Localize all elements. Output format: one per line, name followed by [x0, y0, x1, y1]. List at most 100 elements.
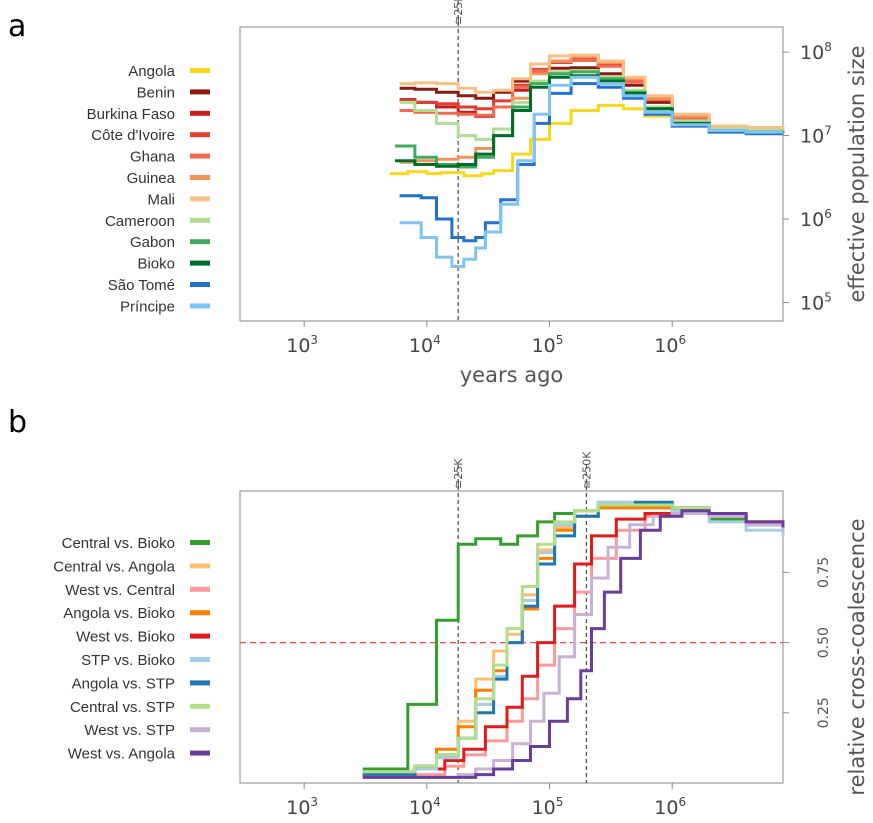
legend-label-sao-tome: São Tomé: [108, 277, 175, 294]
x-tick-label: 103: [286, 795, 318, 819]
legend-label-guinea: Guinea: [127, 170, 176, 187]
series-lines-a: [389, 53, 785, 268]
x-tick-label: 105: [532, 333, 564, 357]
vertical-reference-label: ≅250K: [580, 451, 593, 489]
x-tick-label: 106: [654, 333, 686, 357]
legend-label-cote-d-ivoire: Côte d'Ivoire: [91, 127, 175, 144]
y-tick-base: 10: [800, 292, 824, 314]
vertical-reference-label: ≅25K: [452, 0, 465, 25]
legend-a: Angola Benin Burkina Faso Côte d'Ivoire Ghan…: [87, 63, 210, 315]
y-tick-base: 10: [800, 42, 824, 64]
y-tick-label: 107: [800, 124, 832, 148]
legend-label-west-vs-angola: West vs. Angola: [68, 746, 176, 763]
series-line-gabon: [395, 70, 785, 169]
legend-swatch-stp-vs-bioko: [190, 657, 210, 662]
legend-label-angola-vs-bioko: Angola vs. Bioko: [63, 605, 175, 622]
y-tick-exponent: 5: [824, 290, 832, 304]
x-tick-base: 10: [532, 797, 556, 819]
x-tick-label: 103: [286, 333, 318, 357]
legend-label-burkina-faso: Burkina Faso: [87, 106, 175, 123]
legend-b: Central vs. Bioko Central vs. Angola West …: [53, 535, 210, 763]
legend-swatch-angola: [190, 68, 210, 73]
legend-label-mali: Mali: [147, 191, 175, 208]
legend-swatch-angola-vs-bioko: [190, 610, 210, 616]
y-tick-exponent: 7: [824, 124, 832, 138]
y-axis-title-b: relative cross-coalescence: [845, 518, 869, 795]
legend-swatch-principe: [190, 303, 210, 309]
x-tick-exponent: 3: [310, 795, 318, 809]
x-tick-label: 104: [409, 333, 441, 357]
legend-swatch-west-vs-bioko: [190, 633, 210, 639]
legend-label-angola: Angola: [128, 63, 175, 80]
x-tick-exponent: 6: [678, 795, 686, 809]
legend-swatch-west-vs-central: [190, 586, 210, 592]
legend-swatch-cameroon: [190, 217, 210, 223]
legend-swatch-mali: [190, 196, 210, 202]
y-tick-label: 108: [800, 40, 832, 64]
x-tick-exponent: 5: [556, 795, 564, 809]
legend-label-central-vs-stp: Central vs. STP: [70, 699, 175, 716]
legend-swatch-burkina-faso: [190, 110, 210, 116]
panel-b-label: b: [8, 405, 27, 440]
x-tick-exponent: 3: [310, 333, 318, 347]
y-tick-label: 105: [800, 290, 832, 314]
legend-swatch-west-vs-stp: [190, 727, 210, 733]
vertical-reference-label: ≅25K: [452, 458, 465, 489]
x-tick-base: 10: [409, 797, 433, 819]
x-axis-title-a: years ago: [460, 363, 564, 387]
y-tick-base: 10: [800, 209, 824, 231]
x-tick-exponent: 4: [433, 795, 441, 809]
y-axis-title-a: effective population size: [845, 45, 869, 302]
series-lines-b: [362, 500, 785, 779]
y-tick-exponent: 6: [824, 207, 832, 221]
y-tick-label: 0.50: [816, 627, 832, 658]
plot-frame-a: [239, 26, 784, 322]
x-tick-base: 10: [286, 335, 310, 357]
series-line-central-vs-bioko: [362, 506, 785, 771]
x-tick-base: 10: [286, 797, 310, 819]
legend-swatch-ghana: [190, 153, 210, 159]
legend-label-west-vs-central: West vs. Central: [65, 582, 175, 599]
series-line-angola-vs-stp: [362, 500, 785, 777]
series-line-central-vs-angola: [362, 500, 785, 777]
x-tick-base: 10: [654, 335, 678, 357]
legend-label-stp-vs-bioko: STP vs. Bioko: [81, 652, 175, 669]
legend-label-principe: Príncipe: [120, 298, 175, 315]
series-line-west-vs-central: [362, 512, 785, 779]
legend-label-cameroon: Cameroon: [105, 213, 175, 230]
panel-a-label: a: [8, 9, 26, 44]
legend-swatch-central-vs-stp: [190, 703, 210, 709]
legend-label-bioko: Bioko: [137, 256, 175, 273]
legend-label-gabon: Gabon: [130, 234, 175, 251]
legend-swatch-sao-tome: [190, 282, 210, 287]
x-tick-base: 10: [654, 797, 678, 819]
x-tick-base: 10: [409, 335, 433, 357]
x-tick-label: 106: [654, 795, 686, 819]
legend-swatch-central-vs-bioko: [190, 540, 210, 545]
x-tick-exponent: 6: [678, 333, 686, 347]
series-line-cameroon: [399, 69, 785, 141]
legend-label-ghana: Ghana: [130, 149, 176, 166]
plot-frame-b: [239, 490, 784, 784]
legend-label-central-vs-bioko: Central vs. Bioko: [62, 535, 175, 552]
legend-swatch-gabon: [190, 239, 210, 245]
series-line-west-vs-stp: [362, 512, 785, 779]
x-tick-exponent: 5: [556, 333, 564, 347]
y-tick-base: 10: [800, 126, 824, 148]
legend-swatch-benin: [190, 89, 210, 95]
legend-swatch-west-vs-angola: [190, 750, 210, 756]
series-line-angola-vs-bioko: [362, 506, 785, 777]
legend-swatch-angola-vs-stp: [190, 680, 210, 686]
legend-swatch-guinea: [190, 175, 210, 180]
series-line-principe: [399, 75, 783, 268]
x-tick-base: 10: [532, 335, 556, 357]
legend-label-angola-vs-stp: Angola vs. STP: [72, 675, 175, 692]
legend-label-benin: Benin: [137, 84, 175, 101]
reference-lines-b: ≅25K ≅250K: [240, 451, 783, 783]
y-tick-label: 106: [800, 207, 832, 231]
